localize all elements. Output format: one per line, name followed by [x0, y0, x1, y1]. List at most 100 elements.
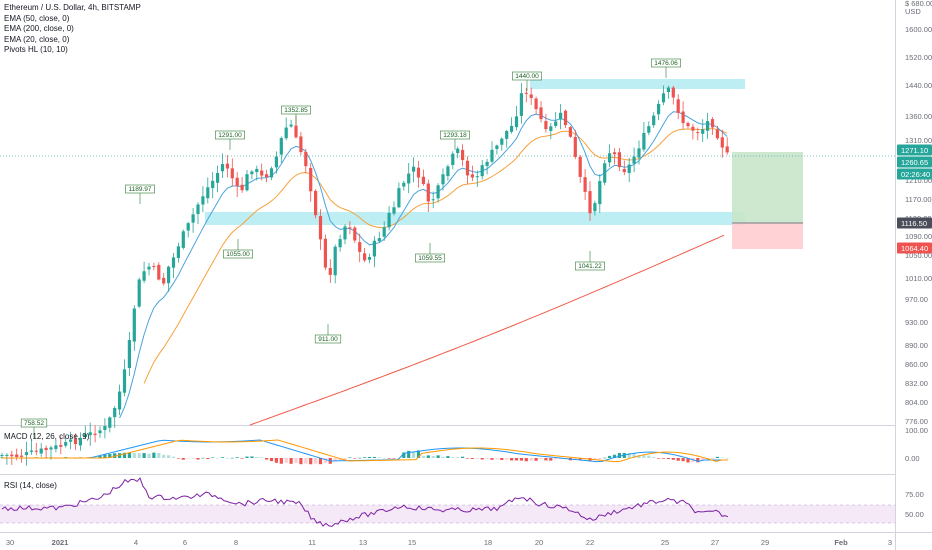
macd-histogram-bar	[475, 458, 479, 459]
time-axis[interactable]: 30 2021 4 6 8 11 13 15 18 20 22 25 27 29 Feb 3	[6, 538, 892, 547]
candle-body	[162, 277, 166, 284]
candle-body	[696, 132, 700, 134]
candle-body	[147, 266, 151, 270]
macd-histogram-bar	[725, 457, 729, 459]
macd-histogram-bar	[544, 458, 548, 461]
price-tick-label: 1010.00	[905, 274, 932, 283]
candle-body	[657, 103, 661, 115]
macd-histogram-bar	[211, 457, 215, 459]
macd-pane[interactable]: 100.00 0.00	[0, 426, 928, 465]
candle-body	[534, 98, 538, 110]
candle-body	[475, 176, 479, 178]
macd-title[interactable]: MACD (12, 26, close, 9)	[4, 432, 90, 441]
candle-body	[171, 257, 176, 268]
candle-body	[495, 145, 499, 149]
time-tick-label: 15	[408, 538, 416, 547]
macd-histogram-bar	[514, 458, 519, 461]
rsi-title[interactable]: RSI (14, close)	[4, 481, 57, 490]
macd-histogram-bar	[323, 458, 327, 463]
candle-body	[343, 226, 347, 240]
candle-body	[157, 264, 161, 280]
candle-body	[323, 238, 327, 268]
candle-body	[578, 156, 582, 177]
macd-histogram-bar	[127, 452, 131, 458]
chart-legend[interactable]: Ethereum / U.S. Dollar, 4h, BITSTAMP EMA…	[4, 3, 141, 56]
candle-body	[451, 153, 455, 165]
pivot-label-text: 1055.00	[226, 251, 250, 258]
price-tag-last: 1271.10	[897, 144, 932, 156]
pivot-label-text: 911.00	[318, 336, 338, 343]
candle-body	[0, 455, 4, 457]
candle-body	[583, 177, 587, 192]
candle-body	[637, 148, 641, 158]
long-position-tool[interactable]	[732, 152, 803, 249]
candle-body	[382, 227, 386, 237]
macd-histogram-bar	[632, 453, 636, 458]
pivot-labels: 758.52 1189.97 1291.00 1055.00 1352.85 911.00…	[20, 58, 681, 438]
indicator-ema-20[interactable]: EMA (20, close, 0)	[4, 34, 70, 44]
candle-body	[216, 172, 220, 183]
macd-histogram-bar	[122, 452, 127, 458]
macd-histogram-bar	[529, 458, 533, 461]
candle-body	[39, 448, 43, 454]
time-tick-label: 20	[535, 538, 543, 547]
candle-body	[710, 119, 715, 128]
time-tick-label: 4	[134, 538, 138, 547]
macd-histogram-bar	[245, 456, 249, 458]
macd-histogram-bar	[500, 458, 504, 460]
candle-body	[402, 182, 406, 187]
indicator-ema-200[interactable]: EMA (200, close, 0)	[4, 24, 74, 33]
macd-histogram-bar	[353, 458, 357, 459]
indicator-pivots-hl[interactable]: Pivots HL (10, 10)	[4, 45, 68, 54]
candle-body	[289, 124, 293, 127]
macd-histogram-bar	[333, 458, 337, 462]
macd-histogram-bar	[686, 458, 690, 463]
price-tag-stop: 1064.40	[897, 242, 932, 254]
candle-body	[167, 266, 171, 284]
price-tick-label: 1310.00	[905, 136, 932, 145]
candle-body	[715, 129, 719, 139]
macd-histogram-bar	[573, 458, 577, 459]
candle-body	[490, 149, 494, 162]
price-tick-label: 890.00	[905, 341, 928, 350]
candle-body	[691, 126, 695, 131]
candle-body	[230, 168, 234, 179]
macd-histogram-bar	[490, 458, 494, 460]
ema-200-path	[249, 234, 725, 426]
macd-histogram-bar	[201, 457, 205, 459]
candlestick-series[interactable]	[0, 83, 729, 466]
candle-body	[103, 425, 107, 430]
price-tick-label: 832.00	[905, 379, 928, 388]
price-tick-label: 860.00	[905, 360, 928, 369]
macd-histogram-bar	[407, 450, 411, 458]
candle-body	[554, 121, 558, 126]
macd-histogram-bar	[642, 455, 646, 458]
price-tag-text: 1064.40	[901, 244, 928, 253]
candle-body	[666, 87, 670, 92]
candle-body	[426, 183, 430, 202]
price-tag-box	[897, 217, 932, 229]
candle-body	[676, 99, 680, 113]
macd-histogram-bar	[578, 458, 582, 460]
time-tick-label: 2021	[52, 538, 69, 547]
rsi-pane[interactable]: 75.00 50.00	[0, 477, 924, 527]
candle-body	[505, 131, 509, 139]
macd-histogram-bar	[299, 458, 303, 465]
support-resistance-zones[interactable]	[205, 79, 745, 225]
candle-body	[338, 239, 342, 248]
indicator-ema-50[interactable]: EMA (50, close, 0)	[4, 13, 70, 23]
candle-body	[93, 433, 97, 436]
macd-histogram-bar	[358, 457, 362, 459]
candle-body	[519, 93, 523, 116]
macd-tick-label: 100.00	[905, 426, 928, 435]
macd-histogram-bar	[191, 458, 195, 459]
macd-histogram-bar	[216, 457, 220, 459]
candle-body	[588, 191, 592, 214]
candle-body	[510, 125, 514, 132]
candle-body	[269, 168, 274, 178]
ema-20-path	[119, 111, 728, 419]
candle-body	[118, 391, 122, 410]
macd-histogram-bar	[176, 458, 180, 459]
